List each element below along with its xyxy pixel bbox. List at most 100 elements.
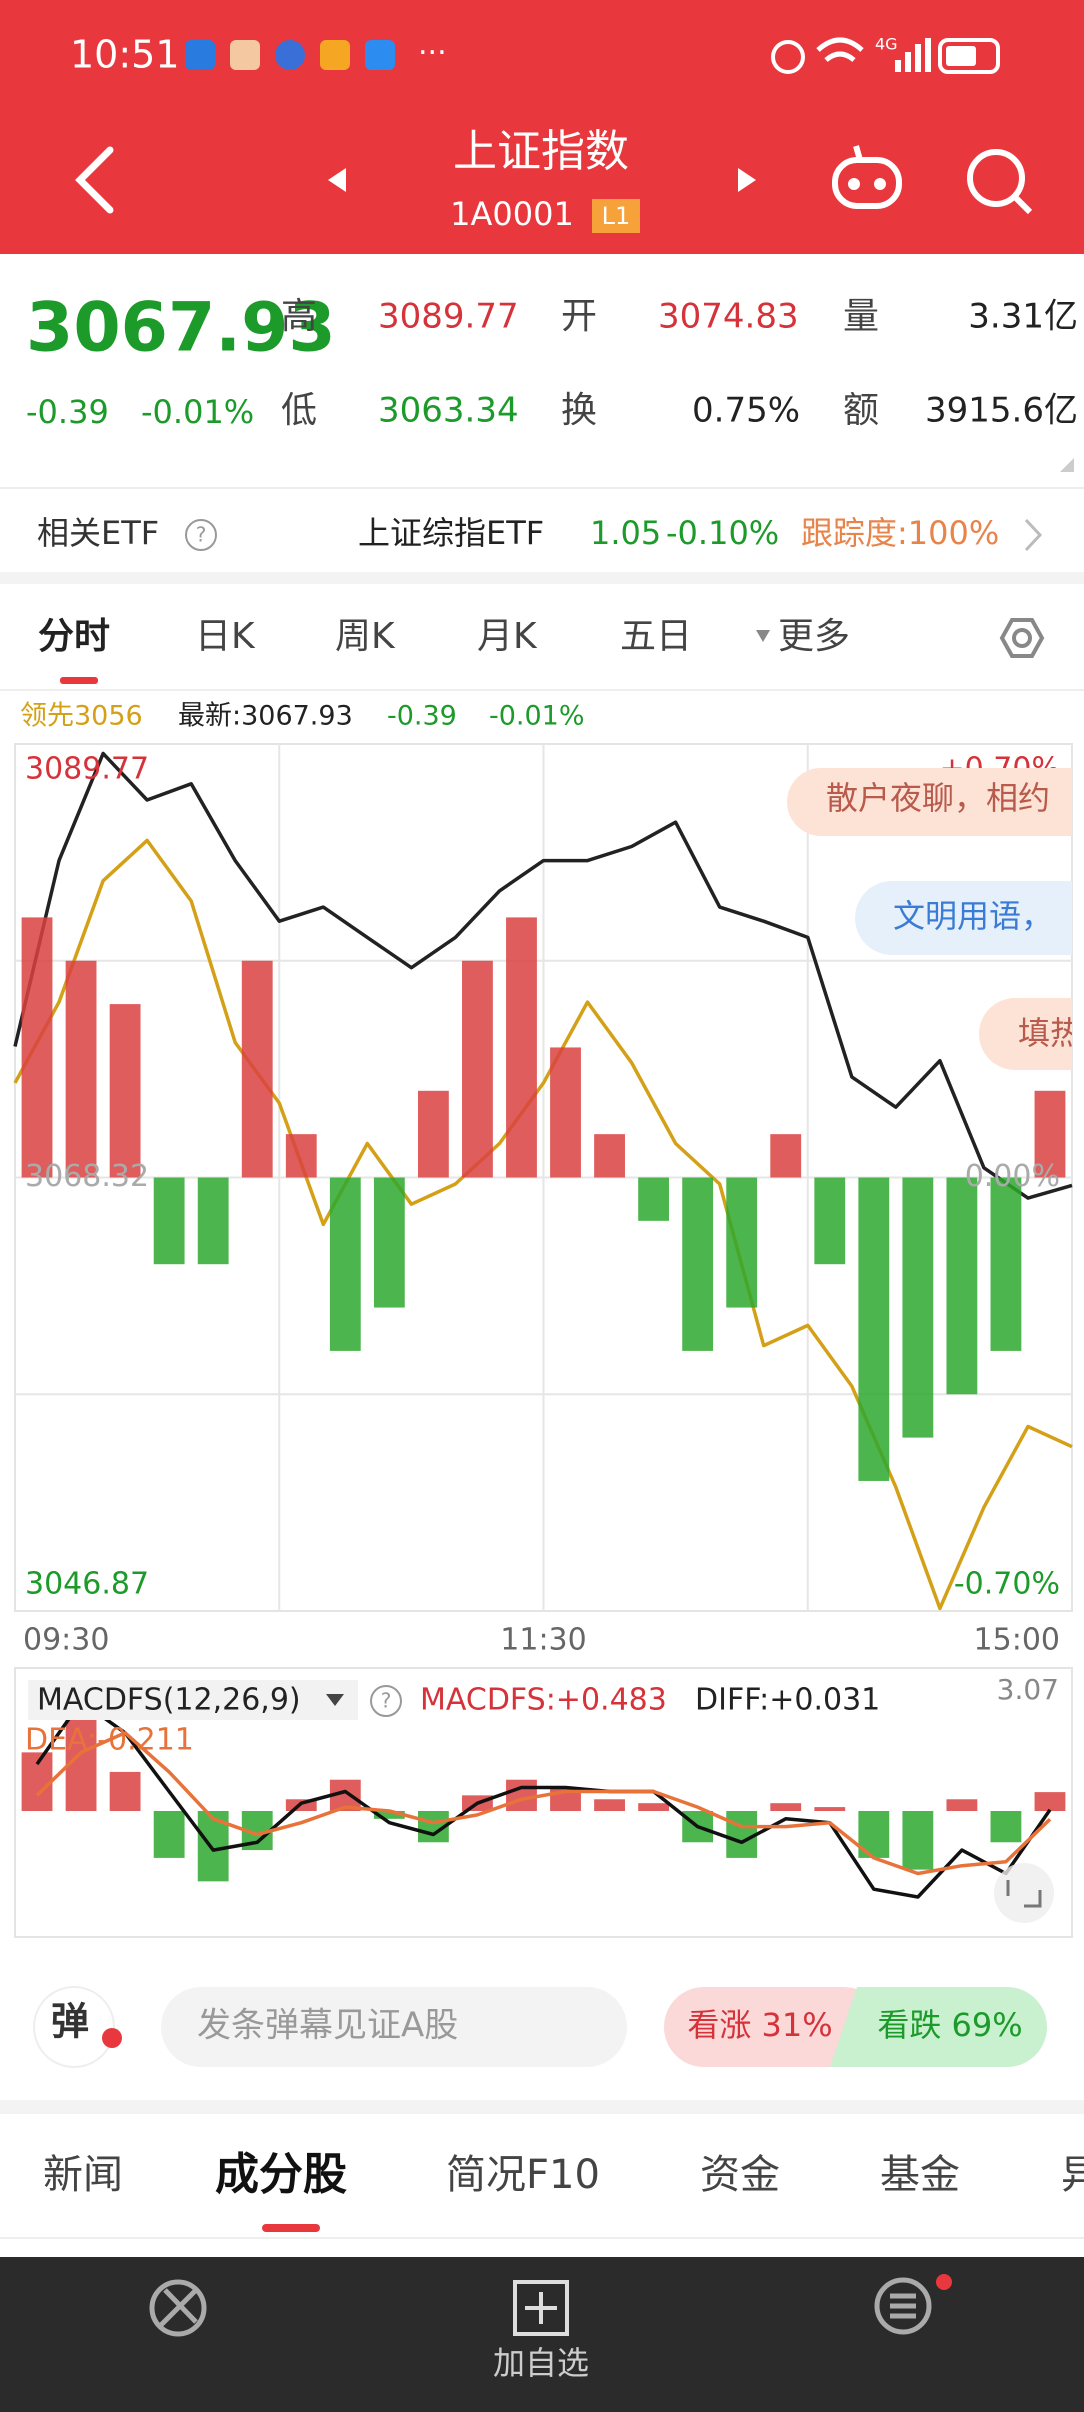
- bottom-tab[interactable]: 成分股: [215, 2149, 347, 2200]
- prev-button[interactable]: [328, 168, 346, 192]
- macd-frame: [14, 1667, 1073, 1938]
- macd-value: MACDFS:+0.483: [420, 1683, 667, 1718]
- bubble-text: 散户夜聊，相约: [826, 779, 1050, 817]
- vote-up[interactable]: [664, 1987, 884, 2067]
- bar: [946, 1177, 978, 1395]
- bar: [197, 1177, 229, 1265]
- robot-icon[interactable]: [832, 145, 902, 209]
- etf-chevron[interactable]: [1024, 518, 1043, 552]
- header-title: 上证指数: [453, 126, 629, 177]
- etf-change: -0.10%: [666, 514, 779, 552]
- vote-up-text: 看涨 31%: [687, 2006, 832, 2044]
- x-tick-label: 09:30: [23, 1623, 109, 1658]
- vote-down[interactable]: [830, 1987, 1047, 2067]
- field-value: 3915.6亿: [925, 391, 1078, 431]
- level-badge: [592, 199, 640, 233]
- etf-tracking: 跟踪度:100%: [801, 514, 999, 552]
- search-icon[interactable]: [967, 149, 1033, 215]
- status-time: 10:51: [70, 33, 180, 77]
- bar: [373, 1811, 405, 1819]
- help-icon[interactable]: [370, 1685, 402, 1717]
- bubble-text: 文明用语，: [893, 897, 1053, 935]
- field-label: 开: [561, 296, 597, 337]
- signal-icon: [895, 38, 931, 72]
- back-button[interactable]: [75, 146, 114, 214]
- legend-change: -0.39: [387, 701, 457, 732]
- bottom-tab[interactable]: 异: [1061, 2152, 1084, 2198]
- bottom-tab[interactable]: 新闻: [43, 2152, 123, 2198]
- field-value: 3063.34: [378, 391, 519, 431]
- danmaku-toggle[interactable]: [33, 1986, 115, 2068]
- price-chart: 3046.873068.323089.77-0.70%0.00%+0.70%09…: [13, 744, 1073, 1658]
- next-button[interactable]: [738, 168, 756, 192]
- help-text: ?: [196, 523, 207, 547]
- gap: [0, 2100, 1084, 2114]
- bottom-tab[interactable]: 基金: [880, 2152, 960, 2198]
- nav-menu-icon[interactable]: [874, 2277, 932, 2335]
- bar: [373, 1177, 405, 1308]
- chart-tab[interactable]: 更多: [778, 616, 850, 657]
- bar: [770, 1134, 802, 1178]
- dea-value: DEA:-0.211: [25, 1723, 194, 1758]
- bar: [1034, 1090, 1066, 1178]
- bar: [153, 1811, 185, 1858]
- bar: [153, 1177, 185, 1265]
- series-line: [35, 1731, 1052, 1876]
- x-tick-label: 15:00: [974, 1623, 1060, 1658]
- bottom-tab[interactable]: 资金: [700, 2152, 780, 2198]
- bar: [506, 1779, 537, 1811]
- gap: [0, 572, 1084, 584]
- level-text: L1: [602, 202, 631, 230]
- help-icon[interactable]: [185, 519, 217, 551]
- chart-tab[interactable]: 日K: [195, 616, 256, 657]
- bar: [902, 1811, 934, 1870]
- bar: [990, 1177, 1022, 1351]
- status-icons: [185, 40, 395, 70]
- bottom-tab-underline: [262, 2224, 320, 2232]
- y2-tick-label: -0.70%: [954, 1567, 1060, 1602]
- chart-tabs: 分时 日K 周K 月K 五日 更多: [38, 616, 850, 657]
- nav-badge: [936, 2274, 952, 2290]
- bar: [814, 1807, 846, 1811]
- field-value: 3.31亿: [968, 297, 1078, 337]
- network: 4G: [875, 35, 898, 54]
- bar: [814, 1177, 846, 1265]
- bubble: [855, 881, 1072, 955]
- field-value: 3074.83: [658, 297, 799, 337]
- bottom-tab[interactable]: 简况F10: [446, 2152, 600, 2198]
- y-tick-label: 3046.87: [25, 1567, 149, 1602]
- bubble: [979, 998, 1072, 1070]
- danmaku-icon: 弹: [51, 2000, 89, 2044]
- field-value: 3089.77: [378, 297, 519, 337]
- legend-latest: 最新:3067.93: [178, 701, 353, 732]
- etf-label: 相关ETF: [37, 514, 159, 552]
- series-line: [35, 1699, 1052, 1899]
- chart-tab[interactable]: 周K: [335, 616, 396, 657]
- field-label: 额: [843, 390, 879, 431]
- settings-icon[interactable]: [999, 618, 1045, 658]
- bar: [770, 1803, 802, 1811]
- macd-selector[interactable]: [28, 1680, 358, 1720]
- chart-tab[interactable]: 分时: [38, 616, 110, 657]
- bar: [946, 1799, 978, 1811]
- vote-down-text: 看跌 69%: [877, 2006, 1022, 2044]
- chart-tab[interactable]: 五日: [620, 616, 692, 657]
- danmaku-input[interactable]: [161, 1987, 627, 2067]
- expand-button[interactable]: [994, 1863, 1054, 1923]
- chart-tab[interactable]: 月K: [477, 616, 538, 657]
- diff-value: DIFF:+0.031: [695, 1683, 880, 1718]
- nav-left-icon[interactable]: [149, 2279, 207, 2337]
- macd-arrow: [326, 1694, 344, 1706]
- nav-add-icon[interactable]: [513, 2280, 569, 2336]
- bubble-text: 填热: [1018, 1014, 1082, 1052]
- field-value: 0.75%: [692, 391, 800, 431]
- bar: [329, 1177, 361, 1351]
- help-text: ?: [381, 1689, 392, 1713]
- y-tick-label: 3068.32: [25, 1159, 149, 1194]
- more-arrow: [756, 630, 770, 642]
- bar: [21, 917, 53, 1178]
- x-tick-label: 11:30: [500, 1623, 586, 1658]
